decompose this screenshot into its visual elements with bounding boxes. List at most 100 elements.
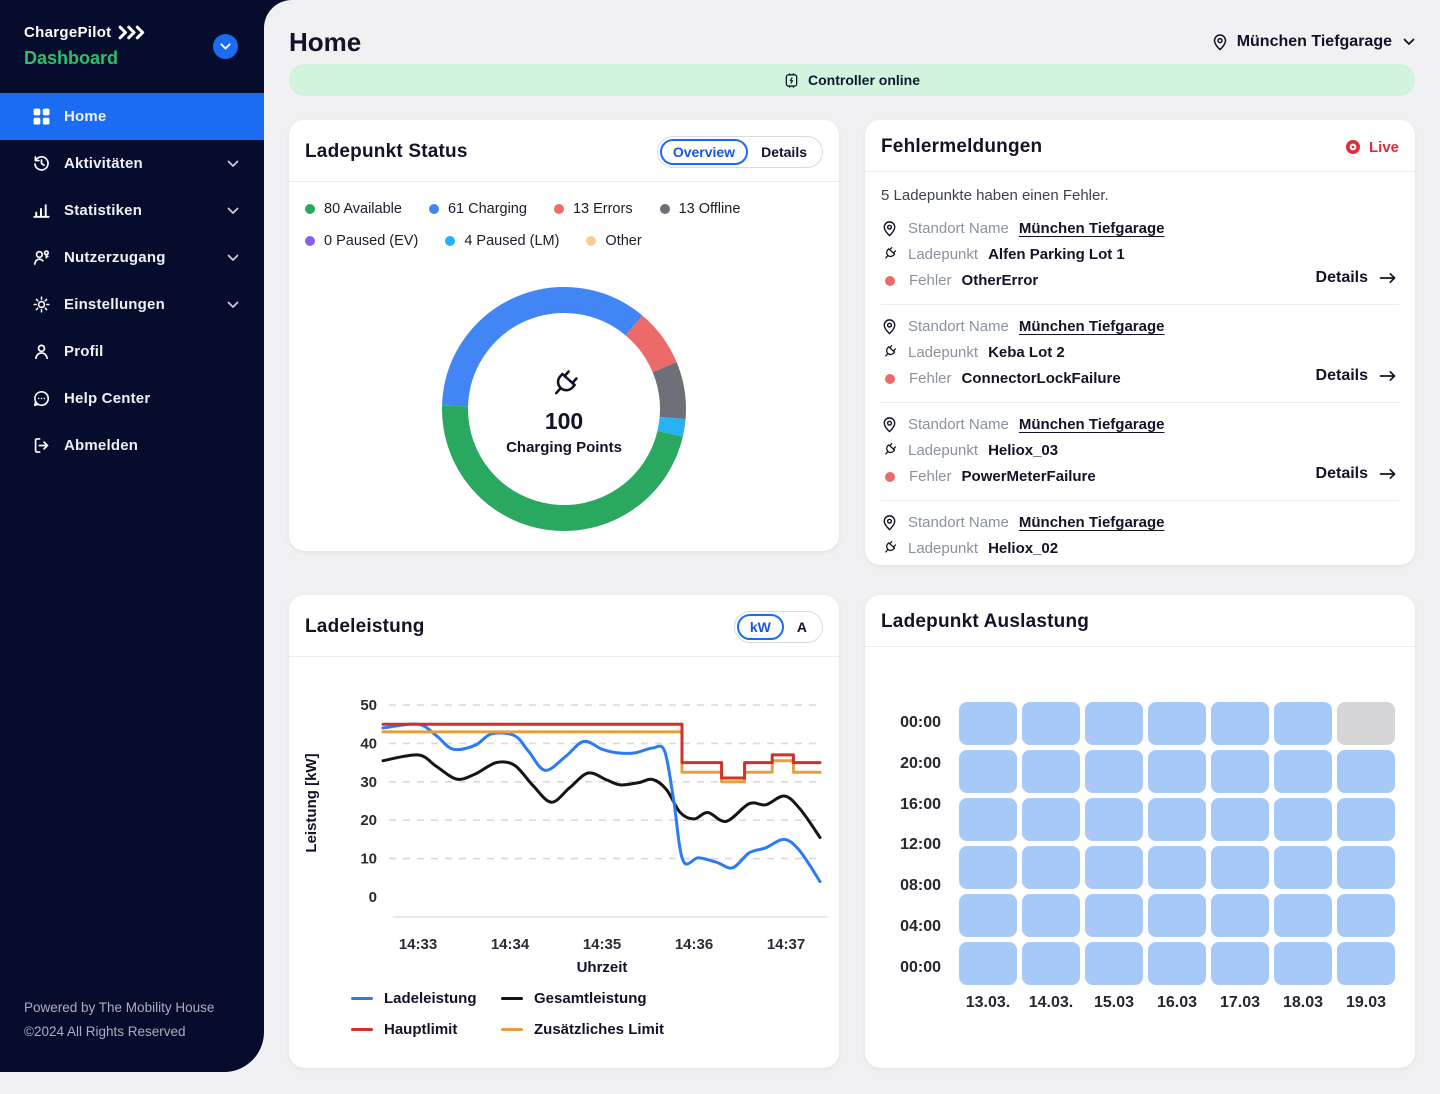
unit-toggle-option-kw[interactable]: kW [736,614,784,640]
error-messages-card: Fehlermeldungen Live 5 Ladepunkte haben … [865,120,1415,565]
heatmap-cell[interactable] [1337,702,1395,745]
bar-chart-icon [32,201,51,220]
error-location-row: Standort Name München Tiefgarage [881,220,1399,237]
heatmap-cell[interactable] [959,750,1017,793]
heatmap-cell[interactable] [1022,798,1080,841]
charging-points-label: Charging Points [506,438,622,456]
sidebar-item-profil[interactable]: Profil [0,328,264,375]
legend-item: 13 Offline [659,198,740,219]
sidebar-item-help-center[interactable]: Help Center [0,375,264,422]
heatmap-cell[interactable] [1085,894,1143,937]
status-toggle-option-details[interactable]: Details [748,139,820,165]
heatmap-cell[interactable] [1085,846,1143,889]
error-type-row: Fehler OtherError [881,272,1399,289]
heatmap-col-label: 19.03 [1345,994,1387,1011]
heatmap-cell[interactable] [1211,942,1269,985]
heatmap-cell[interactable] [1211,702,1269,745]
chargepoint-name: Keba Lot 2 [988,344,1065,361]
heatmap-cell[interactable] [1022,702,1080,745]
error-location-row: Standort Name München Tiefgarage [881,514,1399,531]
series-ladeleistung [381,722,822,884]
error-details-link[interactable]: Details [1316,465,1397,483]
heatmap-cell[interactable] [1148,702,1206,745]
heatmap-cell[interactable] [1337,846,1395,889]
logout-icon [32,436,51,455]
heatmap-cell[interactable] [1211,894,1269,937]
location-link[interactable]: München Tiefgarage [1018,220,1165,237]
heatmap-cell[interactable] [1211,798,1269,841]
heatmap-col-label: 15.03 [1093,994,1135,1011]
sidebar-item-aktivitaeten[interactable]: Aktivitäten [0,140,264,187]
error-details-link[interactable]: Details [1316,367,1397,385]
donut-slice-available [442,405,683,532]
heatmap-cell[interactable] [1337,942,1395,985]
heatmap-cell[interactable] [1211,846,1269,889]
heatmap-cell[interactable] [1337,750,1395,793]
heatmap-cell[interactable] [1022,750,1080,793]
location-link[interactable]: München Tiefgarage [1018,318,1165,335]
legend-dot [553,203,564,214]
heatmap-cell[interactable] [959,846,1017,889]
heatmap-cell[interactable] [959,894,1017,937]
heatmap-cell[interactable] [1085,942,1143,985]
chargepoint-name: Heliox_03 [988,442,1059,459]
heatmap-col-label: 17.03 [1219,994,1261,1011]
heatmap-cell[interactable] [1085,750,1143,793]
heatmap-cell[interactable] [1211,750,1269,793]
heatmap-cell[interactable] [1148,798,1206,841]
sidebar-item-abmelden[interactable]: Abmelden [0,422,264,469]
heatmap-cell[interactable] [1085,702,1143,745]
chart-legend-item: Hauptlimit [351,1021,501,1038]
heatmap-col-label: 16.03 [1156,994,1198,1011]
heatmap-col-label: 14.03. [1028,994,1074,1011]
error-dot-icon [885,275,895,286]
heatmap-cell[interactable] [1274,750,1332,793]
sidebar-item-statistiken[interactable]: Statistiken [0,187,264,234]
heatmap-cell[interactable] [1148,942,1206,985]
location-link[interactable]: München Tiefgarage [1018,514,1165,531]
location-link[interactable]: München Tiefgarage [1018,416,1165,433]
svg-text:Leistung [kW]: Leistung [kW] [303,753,320,852]
heatmap-cell[interactable] [1022,846,1080,889]
sidebar-collapse-button[interactable] [213,34,238,59]
unit-toggle-option-a[interactable]: A [784,614,820,640]
sidebar-item-nutzerzugang[interactable]: Nutzerzugang [0,234,264,281]
donut-slice-paused-lm- [657,416,686,437]
sidebar: ChargePilot Dashboard Home Aktivitäten Sta… [0,0,264,1072]
map-pin-icon [881,220,898,237]
heatmap-cell[interactable] [1274,846,1332,889]
heatmap-row-label: 12:00 [900,836,941,854]
heatmap-cell[interactable] [1274,942,1332,985]
heatmap-cell[interactable] [1148,846,1206,889]
sidebar-item-einstellungen[interactable]: Einstellungen [0,281,264,328]
heatmap-cell[interactable] [959,798,1017,841]
heatmap-cell[interactable] [1148,894,1206,937]
svg-text:30: 30 [360,774,377,791]
heatmap-cell[interactable] [1337,798,1395,841]
power-card-title: Ladeleistung [305,616,425,637]
location-selector[interactable]: München Tiefgarage [1211,33,1415,51]
controller-icon [784,72,799,89]
heatmap-cell[interactable] [1085,798,1143,841]
error-details-link[interactable]: Details [1316,269,1397,287]
plug-icon [881,442,898,459]
heatmap-cell[interactable] [1022,894,1080,937]
sidebar-footer: Powered by The Mobility House ©2024 All … [24,996,214,1044]
heatmap-cell[interactable] [1274,798,1332,841]
legend-item: Other [586,230,642,251]
heatmap-cell[interactable] [1022,942,1080,985]
heatmap-cell[interactable] [1337,894,1395,937]
legend-item: 13 Errors [553,198,633,219]
heatmap-cell[interactable] [1274,702,1332,745]
heatmap-cell[interactable] [1148,750,1206,793]
heatmap-cell[interactable] [959,942,1017,985]
sidebar-item-label: Aktivitäten [64,155,143,172]
error-dot-icon [885,471,895,482]
chargepoint-name: Alfen Parking Lot 1 [988,246,1125,263]
chevron-down-icon [1403,38,1415,46]
heatmap-cell[interactable] [959,702,1017,745]
sidebar-item-home[interactable]: Home [0,93,264,140]
heatmap-cell[interactable] [1274,894,1332,937]
map-pin-icon [881,416,898,433]
status-toggle-option-overview[interactable]: Overview [659,139,749,165]
